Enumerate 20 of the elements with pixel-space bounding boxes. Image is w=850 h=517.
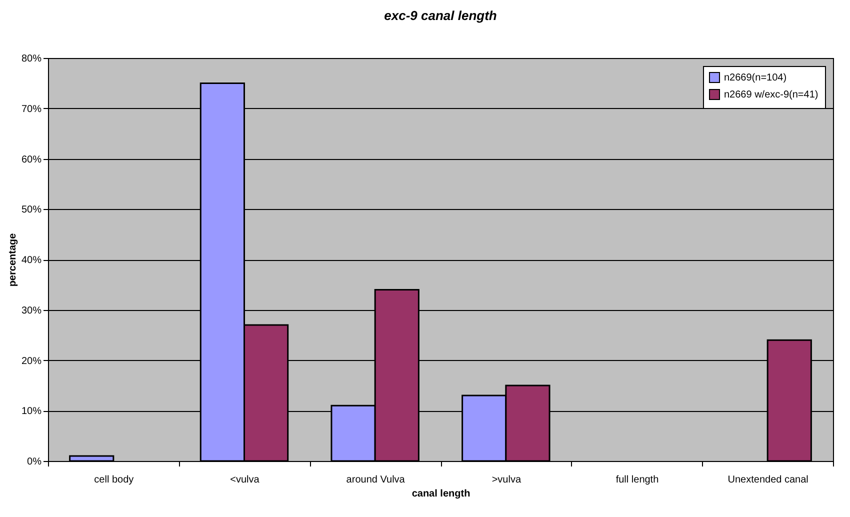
x-tick-label: full length: [616, 474, 659, 486]
y-tick-label: 10%: [21, 406, 42, 418]
y-tick-label: 50%: [21, 204, 42, 216]
x-axis-title: canal length: [412, 488, 470, 500]
y-tick-label: 30%: [21, 305, 42, 316]
y-tick-label: 0%: [27, 456, 42, 468]
legend-label: n2669(n=104): [724, 72, 787, 84]
x-tick-label: <vulva: [230, 474, 260, 486]
y-tick-label: 20%: [21, 356, 42, 367]
y-axis-title: percentage: [7, 232, 18, 287]
y-tick-label: 40%: [21, 255, 42, 266]
x-tick-label: around Vulva: [346, 474, 406, 486]
y-tick-label: 80%: [21, 54, 42, 64]
y-tick-label: 60%: [21, 154, 42, 166]
x-tick-label: Unextended canal: [728, 474, 808, 486]
chart-title: exc-9 canal length: [384, 8, 497, 23]
legend-label: n2669 w/exc-9(n=41): [724, 90, 818, 100]
x-tick-label: >vulva: [492, 474, 522, 486]
x-tick-label: cell body: [94, 474, 134, 486]
y-tick-label: 70%: [21, 104, 42, 115]
